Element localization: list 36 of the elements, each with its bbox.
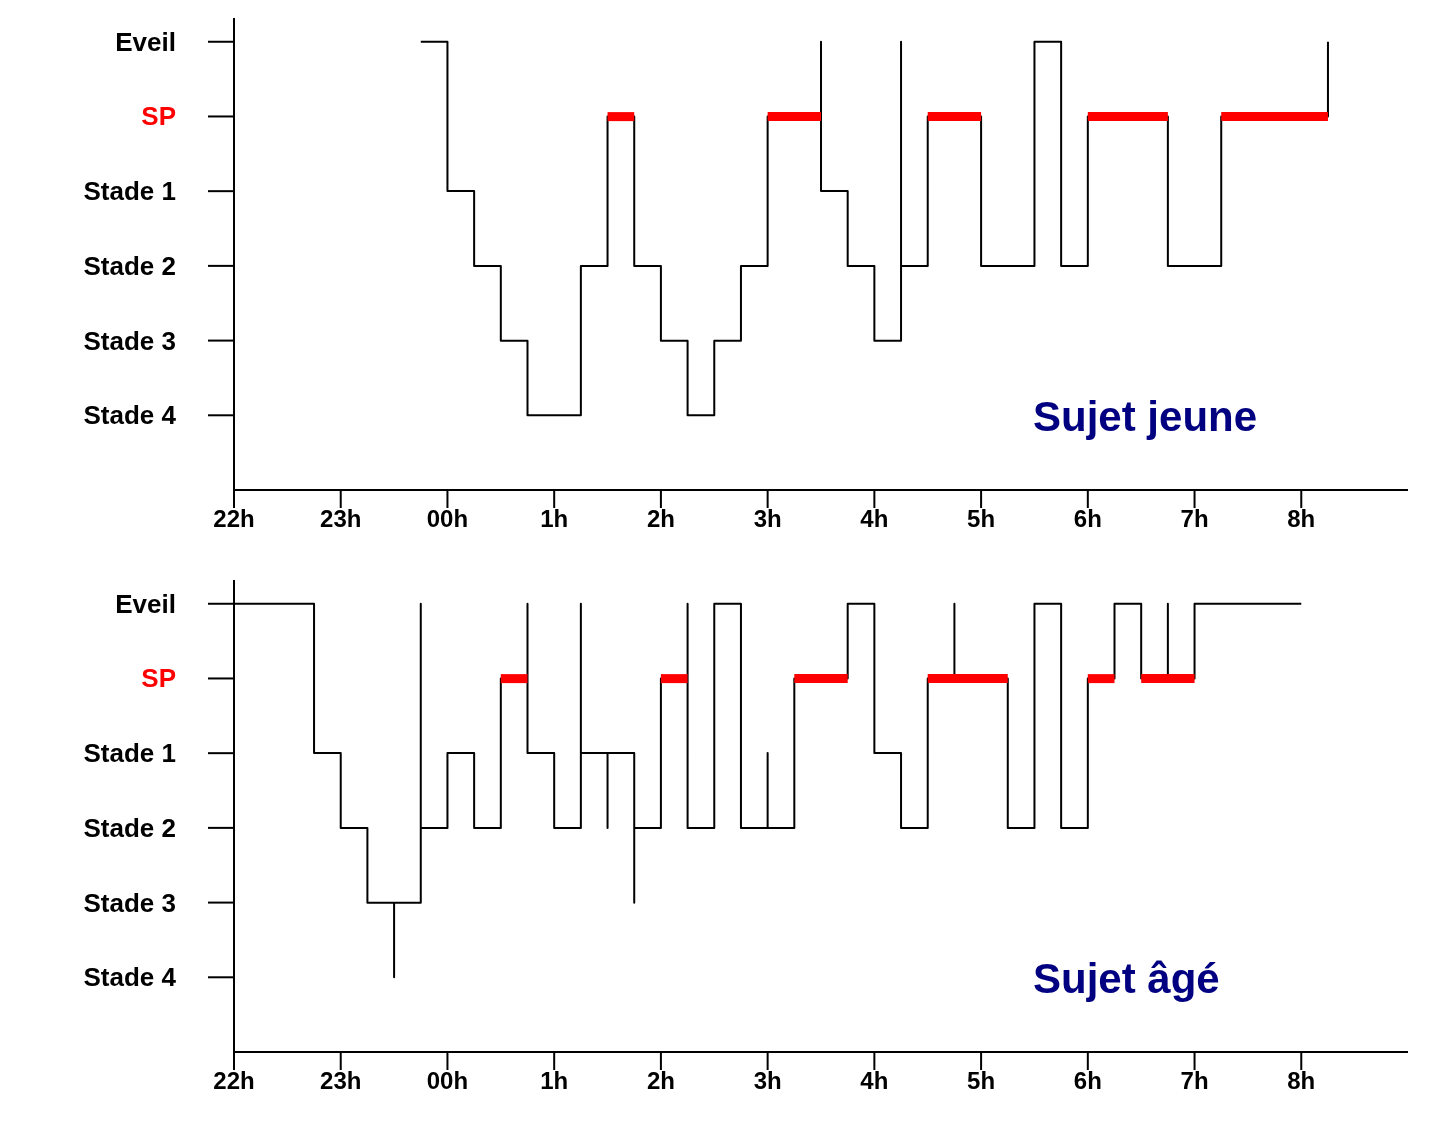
category-label: Stade 2 — [83, 812, 176, 843]
x-tick-label: 6h — [1073, 1067, 1102, 1095]
x-tick-label: 8h — [1287, 505, 1316, 533]
x-tick-label: 23h — [320, 505, 362, 533]
x-tick-label: 1h — [540, 505, 569, 533]
x-tick-label: 2h — [646, 505, 675, 533]
x-tick-label: 6h — [1073, 505, 1102, 533]
x-tick-label: 2h — [646, 1067, 675, 1095]
x-tick-label: 3h — [753, 1067, 782, 1095]
category-label: Stade 3 — [83, 887, 176, 918]
x-tick-label: 00h — [426, 1067, 469, 1095]
annotation: Sujet jeune — [1033, 393, 1258, 441]
x-tick-label: 4h — [860, 1067, 889, 1095]
x-tick-label: 5h — [967, 1067, 996, 1095]
category-label: Stade 1 — [83, 738, 176, 769]
category-label: Stade 2 — [83, 250, 176, 281]
x-tick-label: 00h — [426, 505, 469, 533]
category-label: SP — [141, 663, 176, 694]
x-tick-label: 7h — [1180, 505, 1209, 533]
category-label: Stade 3 — [83, 325, 176, 356]
annotation: Sujet âgé — [1033, 955, 1220, 1003]
x-tick-label: 23h — [320, 1067, 362, 1095]
category-label: Stade 1 — [83, 176, 176, 207]
x-tick-label: 7h — [1180, 1067, 1209, 1095]
category-label: Eveil — [115, 588, 176, 619]
x-tick-label: 5h — [967, 505, 996, 533]
x-tick-label: 8h — [1287, 1067, 1316, 1095]
category-label: Eveil — [115, 26, 176, 57]
x-tick-label: 22h — [213, 1067, 255, 1095]
category-label: SP — [141, 101, 176, 132]
category-label: Stade 4 — [83, 400, 176, 431]
x-tick-label: 22h — [213, 505, 255, 533]
x-tick-label: 4h — [860, 505, 889, 533]
category-label: Stade 4 — [83, 962, 176, 993]
x-tick-label: 1h — [540, 1067, 569, 1095]
x-tick-label: 3h — [753, 505, 782, 533]
